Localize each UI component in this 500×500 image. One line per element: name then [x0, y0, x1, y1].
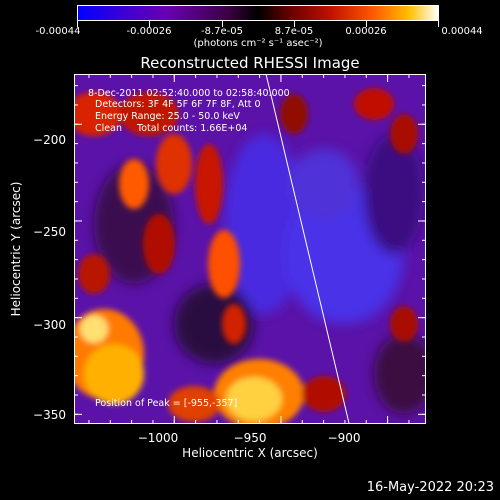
colorbar-tick-label: 0.00044	[441, 26, 483, 37]
x-tick-label: −1000	[137, 431, 179, 445]
colorbar-gradient	[78, 6, 438, 20]
colorbar-tick	[438, 21, 439, 27]
y-tick-label: −200	[33, 133, 66, 147]
x-tick-label: −950	[233, 431, 267, 445]
time-range-annotation: 8-Dec-2011 02:52:40.000 to 02:58:40.000	[88, 88, 290, 99]
colorbar-units: (photons cm⁻² s⁻¹ asec⁻²)	[193, 38, 323, 49]
heatmap-image	[74, 74, 426, 424]
energy-annotation: Energy Range: 25.0 - 50.0 keV	[95, 111, 240, 122]
colorbar-tick-label: -8.7e-05	[201, 26, 243, 37]
colorbar-tick-label: -0.00026	[126, 26, 172, 37]
colorbar-tick	[77, 21, 78, 27]
x-axis-label: Heliocentric X (arcsec)	[182, 446, 318, 460]
colorbar-tick	[294, 21, 295, 27]
colorbar	[77, 5, 439, 21]
y-tick-label: −250	[33, 225, 66, 239]
heatmap-emission	[74, 88, 418, 424]
colorbar-tick	[366, 21, 367, 27]
colorbar-tick	[149, 21, 150, 27]
colorbar-tick-label: 8.7e-05	[274, 26, 314, 37]
plot-date-stamp: 16-May-2022 20:23	[366, 480, 494, 495]
y-axis-label: Heliocentric Y (arcsec)	[9, 181, 23, 317]
detectors-annotation: Detectors: 3F 4F 5F 6F 7F 8F, Att 0	[95, 99, 261, 110]
colorbar-tick-label: 0.00026	[345, 26, 387, 37]
peak-annotation: Position of Peak = [-955,-357]	[95, 398, 238, 409]
limb-line	[265, 74, 350, 424]
x-tick-label: −900	[327, 431, 361, 445]
colorbar-tick	[222, 21, 223, 27]
clean-annotation: Clean Total counts: 1.66E+04	[95, 123, 248, 134]
y-tick-label: −300	[33, 318, 66, 332]
colorbar-tick-label: -0.00044	[35, 26, 81, 37]
chart-title: Reconstructed RHESSI Image	[140, 54, 360, 72]
y-tick-label: −350	[33, 408, 66, 422]
